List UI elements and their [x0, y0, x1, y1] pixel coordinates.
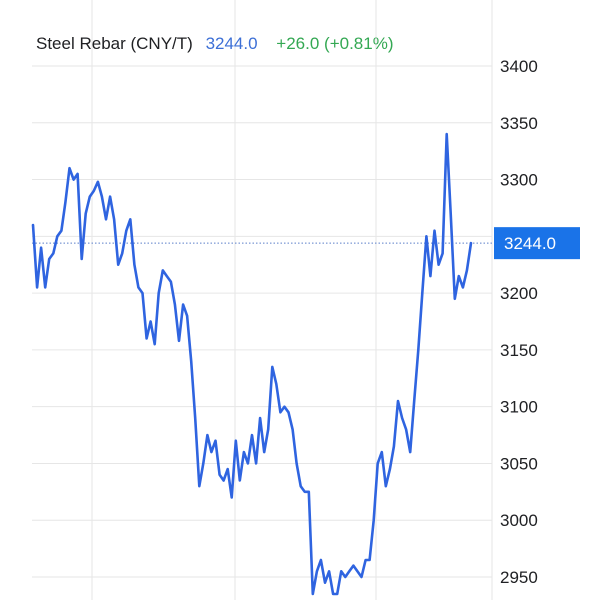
gridlines — [32, 0, 493, 600]
y-tick-label: 3200 — [500, 284, 538, 303]
y-tick-label: 3300 — [500, 171, 538, 190]
price-change: +26.0 (+0.81%) — [276, 34, 394, 53]
price-badge: 3244.0 — [494, 227, 580, 260]
y-tick-label: 3150 — [500, 341, 538, 360]
series-line-layer — [31, 132, 473, 596]
y-tick-label: 3000 — [500, 511, 538, 530]
y-tick-label: 3100 — [500, 398, 538, 417]
instrument-title: Steel Rebar (CNY/T) — [36, 34, 193, 53]
y-tick-label: 3050 — [500, 454, 538, 473]
current-price: 3244.0 — [205, 34, 258, 53]
y-tick-label: 3350 — [500, 114, 538, 133]
series-line — [31, 132, 473, 596]
price-badge-background — [494, 227, 580, 260]
y-tick-label: 3400 — [500, 57, 538, 76]
y-tick-label: 2950 — [500, 568, 538, 587]
price-badge-label: 3244.0 — [504, 234, 556, 253]
y-axis-tick-labels: 2950 3000 3050 3100 3150 3200 3300 3350 3400 — [500, 57, 538, 587]
chart-header: Steel Rebar (CNY/T) 3244.0 +26.0 (+0.81%… — [36, 34, 394, 54]
